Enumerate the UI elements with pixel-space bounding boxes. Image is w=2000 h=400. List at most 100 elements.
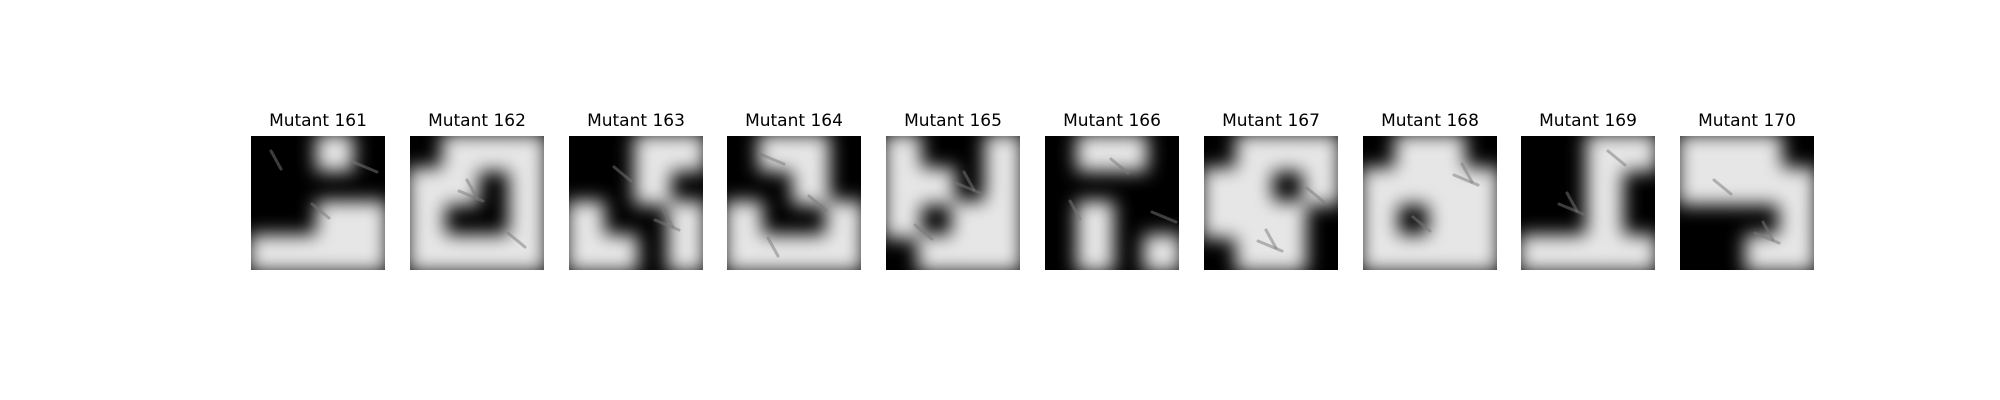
mask-cell — [1778, 234, 1814, 270]
mask-cell — [825, 201, 861, 239]
mask-cell — [508, 234, 544, 270]
texture-stroke — [1109, 157, 1130, 175]
panel-title: Mutant 169 — [1539, 111, 1637, 131]
texture-stroke — [807, 194, 828, 212]
texture-stroke — [1753, 231, 1781, 245]
mask-cell — [1745, 136, 1783, 172]
mask-cell — [569, 201, 605, 239]
texture-stroke — [1460, 162, 1474, 184]
texture-stroke — [1606, 149, 1627, 167]
texture-stroke — [269, 149, 283, 171]
mask-cell — [251, 234, 287, 270]
mask-cell — [316, 136, 354, 172]
mask-cell — [600, 234, 638, 270]
texture-stroke — [1761, 220, 1775, 242]
mutant-image — [886, 136, 1020, 270]
texture-stroke — [457, 189, 485, 203]
mutant-image — [1204, 136, 1338, 270]
texture-stroke — [506, 231, 527, 249]
texture-stroke — [954, 181, 982, 195]
mask-cell — [1586, 201, 1624, 239]
mask-cell — [1552, 234, 1590, 270]
mutant-image — [727, 136, 861, 270]
texture-stroke — [1150, 210, 1178, 224]
texture-stroke — [1305, 186, 1326, 204]
texture-stroke — [1068, 199, 1082, 221]
mask-cell — [1143, 234, 1179, 270]
mask-cell — [1461, 234, 1497, 270]
mask-cell — [1235, 167, 1273, 205]
texture-stroke — [962, 170, 976, 192]
mask-cell — [886, 201, 922, 239]
panel-title: Mutant 165 — [904, 111, 1002, 131]
texture-stroke — [1565, 191, 1579, 213]
panel-title: Mutant 164 — [745, 111, 843, 131]
mask-cell — [667, 201, 703, 239]
panel-title: Mutant 163 — [587, 111, 685, 131]
texture-stroke — [653, 218, 681, 232]
mask-cell — [508, 201, 544, 239]
mask-cell — [316, 234, 354, 270]
mask-cell — [1745, 234, 1783, 270]
mask-cell — [349, 201, 385, 239]
texture-stroke — [465, 178, 479, 200]
mask-cell — [1302, 136, 1338, 172]
mask-cell — [727, 201, 763, 239]
texture-stroke — [351, 160, 379, 174]
texture-stroke — [661, 207, 675, 229]
mask-cell — [1076, 136, 1114, 172]
panel-title: Mutant 168 — [1381, 111, 1479, 131]
mask-cell — [951, 234, 989, 270]
mask-cell — [1428, 167, 1466, 205]
mutant-image — [251, 136, 385, 270]
mask-cell — [727, 234, 763, 270]
mask-cell — [441, 136, 479, 172]
mask-cell — [1586, 136, 1624, 172]
mask-cell — [1394, 234, 1432, 270]
mutant-image — [1045, 136, 1179, 270]
mask-cell — [634, 136, 672, 172]
texture-stroke — [1256, 239, 1284, 253]
mask-cell — [1204, 167, 1240, 205]
texture-stroke — [1557, 202, 1585, 216]
mask-cell — [1680, 136, 1716, 172]
panel-title: Mutant 167 — [1222, 111, 1320, 131]
mask-cell — [1778, 167, 1814, 205]
mask-cell — [441, 234, 479, 270]
panel-title: Mutant 161 — [269, 111, 367, 131]
texture-stroke — [612, 165, 633, 183]
mask-cell — [825, 234, 861, 270]
mask-cell — [1778, 201, 1814, 239]
mask-cell — [1428, 201, 1466, 239]
mask-cell — [475, 234, 513, 270]
texture-stroke — [913, 223, 934, 241]
mask-cell — [1394, 136, 1432, 172]
mask-cell — [984, 234, 1020, 270]
mask-cell — [1394, 167, 1432, 205]
mask-cell — [984, 136, 1020, 172]
mask-cell — [1076, 234, 1114, 270]
panel-title: Mutant 170 — [1698, 111, 1796, 131]
mask-cell — [917, 167, 955, 205]
mask-cell — [634, 167, 672, 205]
mask-cell — [1269, 136, 1307, 172]
mask-cell — [410, 201, 446, 239]
texture-stroke — [1264, 228, 1278, 250]
mask-cell — [410, 167, 446, 205]
mask-cell — [886, 167, 922, 205]
mask-cell — [316, 201, 354, 239]
mask-cell — [1680, 167, 1716, 205]
texture-stroke — [766, 236, 780, 258]
mask-cell — [1586, 234, 1624, 270]
mask-cell — [1428, 136, 1466, 172]
mutant-image — [410, 136, 544, 270]
mask-cell — [917, 234, 955, 270]
mask-cell — [984, 201, 1020, 239]
mask-cell — [1619, 234, 1655, 270]
mask-cell — [1711, 167, 1749, 205]
mask-cell — [1269, 234, 1307, 270]
mask-cell — [886, 136, 922, 172]
mask-cell — [1363, 201, 1399, 239]
texture-stroke — [310, 202, 331, 220]
